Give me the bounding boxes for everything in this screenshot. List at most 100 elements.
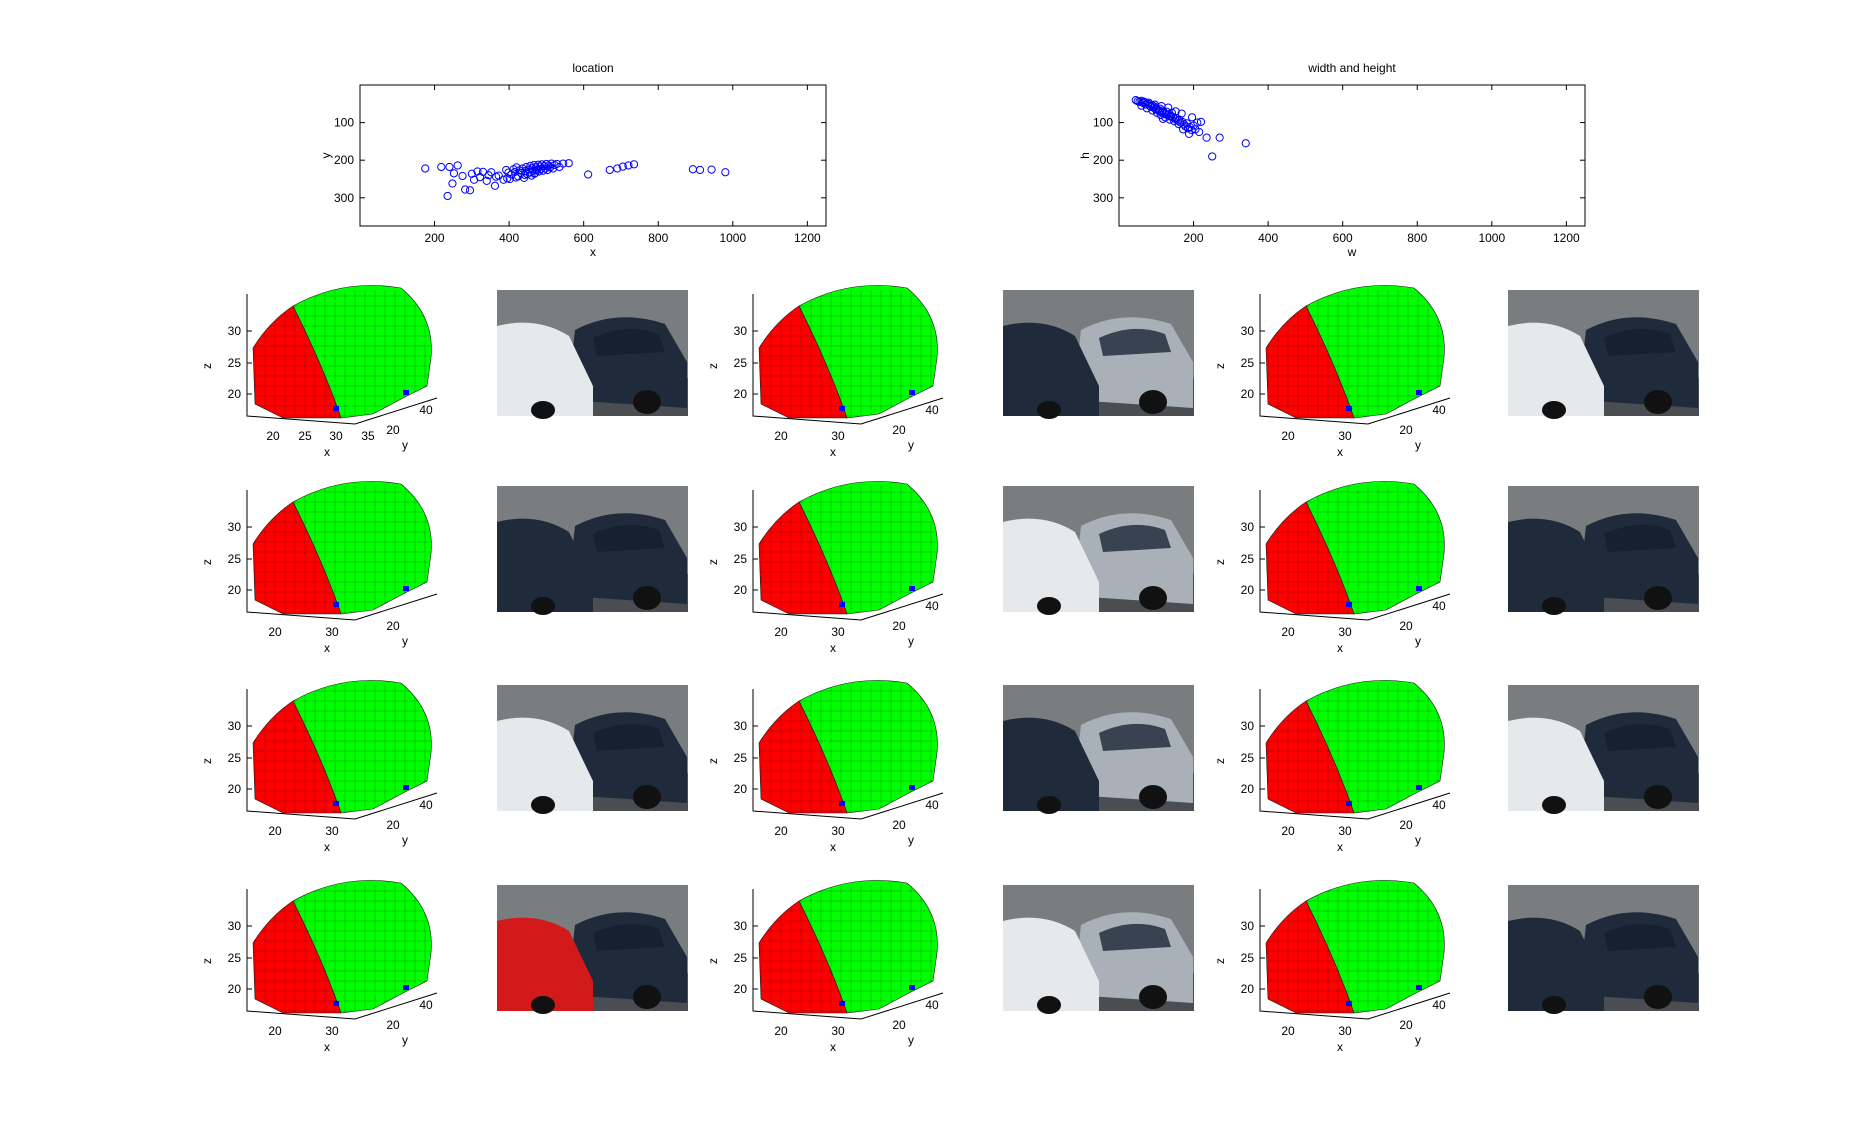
x-tick-label: 30: [831, 625, 845, 639]
base-voxel: [1416, 785, 1422, 790]
y-tick-label: 20: [386, 423, 400, 437]
z-tick-label: 20: [228, 982, 242, 996]
z-axis-label: z: [706, 758, 720, 764]
photo-wheel: [1542, 401, 1566, 419]
photo-wheel: [1037, 401, 1061, 419]
z-tick-label: 30: [734, 520, 748, 534]
z-tick-label: 30: [1241, 520, 1255, 534]
data-point: [695, 165, 705, 175]
x-axis-label: w: [1347, 245, 1357, 259]
photo-wheel: [633, 390, 661, 414]
data-point: [629, 160, 639, 169]
y-tick-label: 100: [1093, 116, 1113, 130]
y-tick-label: 20: [1399, 1018, 1413, 1032]
x-tick-label: 20: [268, 824, 282, 838]
data-point: [1241, 139, 1250, 148]
data-point: [538, 166, 548, 175]
data-point: [559, 159, 568, 168]
y-tick-label: 40: [1432, 998, 1446, 1012]
car-front-voxels: [252, 501, 342, 615]
data-point: [584, 170, 593, 179]
x-tick-label: 30: [831, 824, 845, 838]
base-voxel: [333, 1001, 339, 1006]
x-axis-label: x: [324, 641, 330, 655]
z-tick-label: 30: [734, 919, 748, 933]
z-tick-label: 30: [1241, 919, 1255, 933]
y-tick-label: 40: [1432, 798, 1446, 812]
base-voxel: [333, 406, 339, 411]
x-axis-label: x: [1337, 840, 1343, 854]
car-voxel-model: [1265, 680, 1445, 814]
x-tick-label: 20: [268, 1024, 282, 1038]
z-tick-label: 25: [228, 751, 242, 765]
car-photo-3: [1508, 290, 1699, 419]
3d-axes: [246, 689, 438, 820]
photo-wheel: [1542, 796, 1566, 814]
z-tick-label: 20: [228, 782, 242, 796]
x-tick-label: 600: [574, 231, 594, 245]
car-front-voxels: [758, 501, 848, 615]
x-tick-label: 20: [774, 1024, 788, 1038]
data-point: [605, 165, 614, 175]
x-tick-label: 30: [1338, 429, 1352, 443]
base-voxel: [1346, 602, 1352, 607]
z-tick-label: 30: [228, 719, 242, 733]
z-tick-label: 20: [228, 583, 242, 597]
3d-axes: [1259, 294, 1451, 425]
x-axis-label: x: [830, 445, 836, 459]
x-tick-label: 20: [1281, 1024, 1295, 1038]
base-voxel: [1346, 801, 1352, 806]
photo-windshield: [1099, 723, 1171, 751]
base-voxel: [909, 586, 915, 591]
data-point: [1170, 116, 1179, 126]
data-point: [487, 168, 496, 177]
data-point: [465, 186, 475, 195]
car-front-voxels: [758, 900, 848, 1014]
car-photo-10: [497, 885, 688, 1014]
data-point: [499, 175, 508, 184]
z-tick-label: 25: [734, 552, 748, 566]
photo-car-front: [1003, 322, 1099, 416]
data-point: [503, 174, 512, 183]
base-voxel: [333, 602, 339, 607]
data-point: [1173, 116, 1183, 125]
voxel-plot-5: 30 25 20 z 20 30 x 20 40 y: [706, 481, 944, 655]
base-voxel: [333, 801, 339, 806]
car-front-voxels: [252, 900, 342, 1014]
z-axis-label: z: [200, 363, 214, 369]
data-point: [1177, 109, 1186, 118]
z-tick-label: 20: [1241, 583, 1255, 597]
x-tick-label: 20: [1281, 824, 1295, 838]
data-point: [613, 164, 622, 173]
base-voxel: [839, 406, 845, 411]
x-axis-label: x: [1337, 641, 1343, 655]
base-voxel: [1416, 390, 1422, 395]
base-voxel: [839, 801, 845, 806]
base-voxel: [403, 785, 409, 790]
data-point: [1131, 95, 1140, 105]
data-point: [1174, 120, 1183, 129]
y-axis-label: y: [402, 1033, 408, 1047]
x-tick-label: 30: [831, 1024, 845, 1038]
y-tick-label: 40: [1432, 403, 1446, 417]
z-tick-label: 20: [734, 982, 748, 996]
y-axis-label: y: [908, 1033, 914, 1047]
y-tick-label: 20: [892, 423, 906, 437]
y-tick-label: 20: [892, 1018, 906, 1032]
photo-wheel: [531, 597, 555, 615]
x-tick-label: 30: [325, 1024, 339, 1038]
data-point: [448, 179, 457, 188]
y-tick-label: 20: [892, 818, 906, 832]
z-tick-label: 25: [228, 552, 242, 566]
x-tick-label: 1200: [794, 231, 821, 245]
y-tick-label: 40: [925, 403, 939, 417]
z-axis-label: z: [1213, 958, 1227, 964]
car-voxel-model: [252, 680, 432, 814]
photo-wheel: [1644, 586, 1672, 610]
y-tick-label: 40: [925, 798, 939, 812]
z-tick-label: 30: [1241, 324, 1255, 338]
z-axis-label: z: [706, 559, 720, 565]
photo-wheel: [1644, 785, 1672, 809]
photo-car-front: [497, 518, 593, 612]
